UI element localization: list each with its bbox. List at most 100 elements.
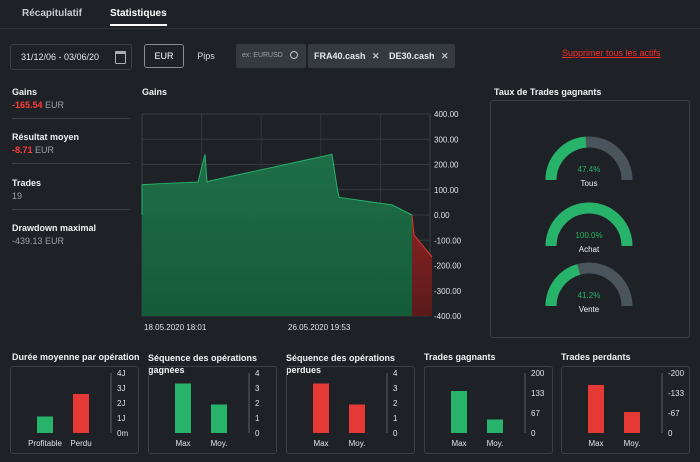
bar-chart-title: Séquence des opérations gagnées	[148, 353, 258, 375]
y-tick-label: -200.00	[434, 262, 462, 271]
y-tick-label: 1	[255, 414, 260, 423]
y-tick-label: 200.00	[434, 161, 459, 170]
duration-bar-chart: 4J 3J 2J 1J 0m Profitable Perdu	[28, 369, 128, 448]
gains-chart-title: Gains	[142, 87, 168, 97]
close-icon[interactable]: ✕	[441, 51, 449, 61]
y-tick-label: 2J	[117, 399, 125, 408]
divider	[12, 163, 130, 164]
close-icon[interactable]: ✕	[372, 51, 380, 61]
tab-bar	[0, 0, 700, 29]
bar-category-label: Max	[451, 439, 466, 448]
y-tick-label: 0	[255, 429, 260, 438]
gauge-label: Tous	[581, 179, 598, 188]
win-rate-title: Taux de Trades gagnants	[494, 87, 602, 97]
bar-category-label: Moy.	[349, 439, 366, 448]
gauge-value: 41.2%	[578, 291, 601, 300]
search-box[interactable]: ex: EURUSD	[236, 44, 306, 68]
asset-chip-label: FRA40.cash	[314, 51, 366, 61]
losing-trades-bar-chart: -200 -133 -67 0 Max Moy.	[588, 369, 685, 448]
bar	[588, 385, 604, 433]
y-tick-label: -100.00	[434, 236, 462, 245]
bar	[624, 412, 640, 433]
bar-chart-panel: -200 -133 -67 0 Max Moy.	[561, 366, 690, 454]
date-range-picker[interactable]: 31/12/06 - 03/06/20	[10, 44, 132, 70]
search-icon	[290, 51, 298, 59]
gains-line-positive	[141, 153, 413, 216]
bar-chart-title: Séquence des opérations perdues	[286, 353, 396, 375]
remove-all-link[interactable]: Supprimer tous les actifs	[562, 48, 661, 58]
gains-area-negative	[412, 215, 432, 316]
win-sequence-bar-chart: 4 3 2 1 0 Max Moy.	[175, 369, 260, 448]
y-tick-label: 4	[255, 369, 260, 378]
bar-chart-panel: 200 133 67 0 Max Moy.	[424, 366, 553, 454]
asset-chip-fra40: FRA40.cash ✕	[308, 44, 386, 68]
bar-category-label: Max	[175, 439, 190, 448]
gains-chart: 400.00 300.00 200.00 100.00 0.00 -100.00 -200.…	[141, 110, 462, 332]
bar	[211, 404, 227, 433]
y-tick-label: 3J	[117, 384, 125, 393]
y-tick-label: 0.00	[434, 211, 450, 220]
y-tick-label: -400.00	[434, 312, 462, 321]
y-tick-label: 0m	[117, 429, 128, 438]
y-tick-label: -300.00	[434, 287, 462, 296]
date-range-text: 31/12/06 - 03/06/20	[21, 52, 100, 62]
gauge-fill	[545, 136, 587, 181]
search-input[interactable]: ex: EURUSD	[242, 52, 283, 59]
y-tick-label: 0	[393, 429, 398, 438]
y-tick-label: 300.00	[434, 135, 459, 144]
bar	[73, 394, 89, 433]
x-tick-label: 26.05.2020 19:53	[288, 323, 351, 332]
loss-sequence-bar-chart: 4 3 2 1 0 Max Moy.	[313, 369, 398, 448]
y-tick-label: 67	[531, 409, 540, 418]
avg-result-value: -8.71 EUR	[12, 145, 55, 155]
bar-category-label: Moy.	[624, 439, 641, 448]
bar-category-label: Max	[588, 439, 603, 448]
tab-recapitulatif[interactable]: Récapitulatif	[22, 8, 83, 19]
avg-result-label: Résultat moyen	[12, 132, 80, 142]
gains-area-positive	[142, 154, 412, 316]
trades-label: Trades	[12, 178, 42, 188]
gains-label: Gains	[12, 87, 38, 97]
gains-value: -165.54 EUR	[12, 100, 65, 110]
bar-chart-title: Trades perdants	[561, 352, 631, 362]
asset-chip-de30: DE30.cash ✕	[383, 44, 455, 68]
bar-category-label: Profitable	[28, 439, 62, 448]
asset-chip-label: DE30.cash	[389, 51, 435, 61]
gauge-value: 47.4%	[578, 165, 601, 174]
calendar-icon	[115, 51, 126, 64]
eur-button[interactable]: EUR	[144, 44, 184, 68]
winning-trades-bar-chart: 200 133 67 0 Max Moy.	[451, 369, 545, 448]
y-tick-label: 200	[531, 369, 545, 378]
bar-chart-panel: 4J 3J 2J 1J 0m Profitable Perdu	[10, 366, 139, 454]
y-tick-label: 2	[393, 399, 398, 408]
bar-category-label: Perdu	[70, 439, 91, 448]
win-rate-gauges: 47.4% Tous 100.0% Achat 41.2% Vente	[545, 136, 633, 314]
y-tick-label: 4	[393, 369, 398, 378]
pips-button[interactable]: Pips	[197, 51, 215, 61]
y-tick-label: -67	[668, 409, 680, 418]
y-tick-label: 0	[668, 429, 673, 438]
bar-chart-panel: 4 3 2 1 0 Max Moy.	[148, 366, 277, 454]
y-tick-label: 4J	[117, 369, 125, 378]
bar-category-label: Moy.	[487, 439, 504, 448]
bar-chart-panel: 4 3 2 1 0 Max Moy.	[286, 366, 415, 454]
bar	[487, 419, 503, 433]
gauge-label: Achat	[579, 245, 600, 254]
bar	[313, 383, 329, 433]
y-tick-label: 2	[255, 399, 260, 408]
divider	[12, 209, 130, 210]
bar-category-label: Max	[313, 439, 328, 448]
y-tick-label: -133	[668, 389, 685, 398]
tab-statistiques[interactable]: Statistiques	[110, 8, 167, 26]
bar	[349, 404, 365, 433]
bar-chart-title: Trades gagnants	[424, 352, 496, 362]
gauge-fill	[545, 264, 581, 307]
y-tick-label: 400.00	[434, 110, 459, 119]
win-rate-panel	[490, 100, 690, 338]
bar-chart-title: Durée moyenne par opération	[12, 352, 140, 362]
divider	[12, 118, 130, 119]
y-tick-label: 0	[531, 429, 536, 438]
y-tick-label: 3	[393, 384, 398, 393]
y-tick-label: -200	[668, 369, 685, 378]
x-tick-label: 18.05.2020 18:01	[144, 323, 207, 332]
